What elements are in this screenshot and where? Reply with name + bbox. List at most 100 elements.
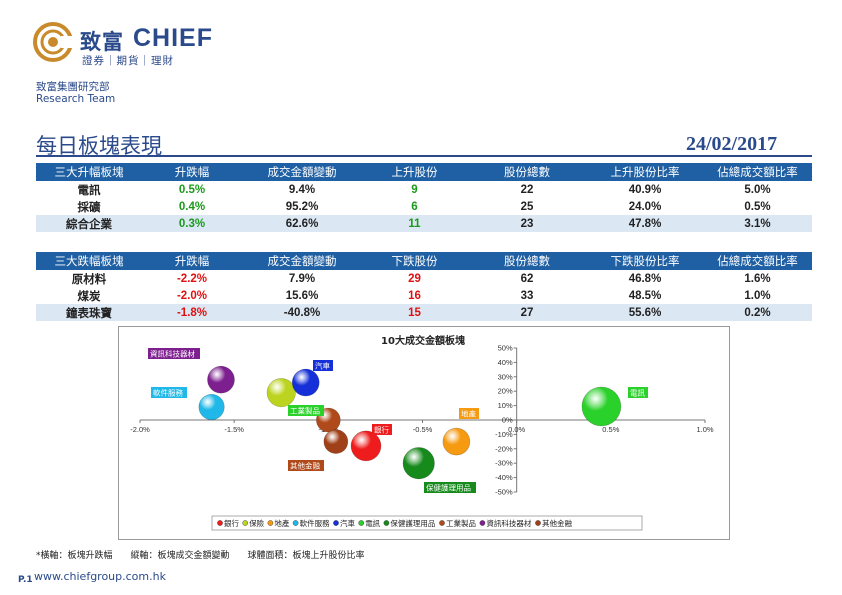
report-date: 24/02/2017 bbox=[686, 133, 778, 155]
turnover-share-cell: 0.5% bbox=[703, 198, 812, 215]
col-header-falling-stocks: 下跌股份 bbox=[362, 252, 467, 270]
rising-ratio-cell: 24.0% bbox=[587, 198, 703, 215]
table-row: 採礦 0.4% 95.2% 6 25 24.0% 0.5% bbox=[36, 198, 812, 215]
falling-ratio-cell: 48.5% bbox=[587, 287, 703, 304]
top-falling-sectors-table: 三大跌幅板塊 升跌幅 成交金額變動 下跌股份 股份總數 下跌股份比率 佔總成交額… bbox=[36, 252, 812, 321]
turnover-share-cell: 0.2% bbox=[703, 304, 812, 321]
data-label-bg bbox=[424, 482, 476, 493]
change-cell: 0.5% bbox=[142, 181, 242, 198]
legend-marker bbox=[292, 520, 299, 526]
y-tick-label: 20% bbox=[498, 387, 513, 396]
legend-marker bbox=[217, 520, 223, 526]
legend-marker bbox=[535, 520, 541, 526]
chart-title: 10大成交金額板塊 bbox=[381, 336, 465, 347]
falling-ratio-cell: 55.6% bbox=[587, 304, 703, 321]
col-header-rising-stocks: 上升股份 bbox=[362, 163, 467, 181]
data-label: 軟件服務 bbox=[153, 388, 183, 398]
x-tick-label: -0.5% bbox=[413, 425, 433, 434]
col-header-turnover-share: 佔總成交額比率 bbox=[703, 252, 812, 270]
legend-item: 保健護理用品 bbox=[390, 518, 435, 528]
col-header-change: 升跌幅 bbox=[142, 252, 242, 270]
col-header-turnover-change: 成交金額變動 bbox=[242, 252, 362, 270]
turnover-change-cell: 62.6% bbox=[242, 215, 362, 232]
y-tick-label: -50% bbox=[495, 488, 513, 497]
brand-name-chinese: 致富 bbox=[80, 30, 124, 54]
col-header-total-stocks: 股份總數 bbox=[467, 252, 587, 270]
data-label: 電訊 bbox=[630, 388, 645, 398]
change-cell: -2.0% bbox=[142, 287, 242, 304]
legend-marker bbox=[242, 520, 248, 526]
falling-stocks-cell: 15 bbox=[362, 304, 467, 321]
total-stocks-cell: 62 bbox=[467, 270, 587, 287]
data-label-bg bbox=[628, 387, 648, 398]
x-tick-label: 1.0% bbox=[696, 425, 713, 434]
falling-stocks-cell: 29 bbox=[362, 270, 467, 287]
legend-item: 汽車 bbox=[340, 518, 355, 528]
data-label: 其他金融 bbox=[290, 461, 320, 471]
data-label-bg bbox=[288, 460, 324, 471]
turnover-share-cell: 1.6% bbox=[703, 270, 812, 287]
change-cell: 0.3% bbox=[142, 215, 242, 232]
y-tick-label: -10% bbox=[495, 430, 513, 439]
data-label-bg bbox=[288, 405, 324, 416]
data-label-bg bbox=[151, 387, 187, 398]
legend-marker bbox=[383, 520, 390, 526]
total-stocks-cell: 22 bbox=[467, 181, 587, 198]
legend-marker bbox=[267, 520, 274, 526]
table-header-row: 三大升幅板塊 升跌幅 成交金額變動 上升股份 股份總數 上升股份比率 佔總成交額… bbox=[36, 163, 812, 181]
title-divider bbox=[36, 155, 812, 157]
legend-marker bbox=[358, 520, 364, 526]
total-stocks-cell: 23 bbox=[467, 215, 587, 232]
y-tick-label: 50% bbox=[498, 344, 513, 353]
team-name: Research Team bbox=[36, 93, 116, 105]
legend-marker bbox=[439, 520, 445, 526]
turnover-change-cell: -40.8% bbox=[242, 304, 362, 321]
legend-item: 地產 bbox=[274, 518, 289, 528]
bubble-其他金融 bbox=[323, 429, 349, 454]
data-label: 汽車 bbox=[315, 361, 330, 371]
bubble-電訊 bbox=[581, 386, 622, 427]
sector-name: 電訊 bbox=[36, 181, 142, 198]
data-label-bg bbox=[148, 348, 200, 359]
bubble-chart: -2.0%-1.5%-1.0%-0.5%0.0%0.5%1.0%50%40%30… bbox=[130, 344, 714, 531]
data-label: 保健護理用品 bbox=[426, 483, 471, 493]
y-tick-label: 30% bbox=[498, 372, 513, 381]
sector-name: 鐘表珠寶 bbox=[36, 304, 142, 321]
total-stocks-cell: 27 bbox=[467, 304, 587, 321]
turnover-change-cell: 95.2% bbox=[242, 198, 362, 215]
table-row: 綜合企業 0.3% 62.6% 11 23 47.8% 3.1% bbox=[36, 215, 812, 232]
legend-item: 保險 bbox=[249, 518, 264, 528]
col-header-sector: 三大升幅板塊 bbox=[36, 163, 142, 181]
bubble-軟件服務 bbox=[198, 393, 225, 421]
y-tick-label: 0% bbox=[502, 416, 513, 425]
col-header-change: 升跌幅 bbox=[142, 163, 242, 181]
rising-ratio-cell: 47.8% bbox=[587, 215, 703, 232]
turnover-change-cell: 15.6% bbox=[242, 287, 362, 304]
rising-stocks-cell: 9 bbox=[362, 181, 467, 198]
change-cell: -1.8% bbox=[142, 304, 242, 321]
website-link[interactable]: www.chiefgroup.com.hk bbox=[34, 570, 166, 583]
bubble-汽車 bbox=[291, 368, 320, 397]
bubble-保健護理用品 bbox=[402, 447, 435, 480]
legend-marker bbox=[333, 520, 339, 526]
legend-item: 資訊科技器材 bbox=[486, 518, 531, 528]
rising-stocks-cell: 11 bbox=[362, 215, 467, 232]
bubble-資訊科技器材 bbox=[207, 365, 235, 394]
legend-marker bbox=[479, 520, 486, 526]
bubble-銀行 bbox=[350, 430, 382, 462]
legend-item: 銀行 bbox=[224, 518, 239, 528]
legend-item: 其他金融 bbox=[542, 518, 572, 528]
table-row: 煤炭 -2.0% 15.6% 16 33 48.5% 1.0% bbox=[36, 287, 812, 304]
x-tick-label: 0.0% bbox=[508, 425, 525, 434]
turnover-change-cell: 7.9% bbox=[242, 270, 362, 287]
change-cell: -2.2% bbox=[142, 270, 242, 287]
col-header-rising-ratio: 上升股份比率 bbox=[587, 163, 703, 181]
legend-item: 電訊 bbox=[365, 518, 380, 528]
turnover-change-cell: 9.4% bbox=[242, 181, 362, 198]
chief-logo-icon bbox=[33, 22, 73, 62]
falling-ratio-cell: 46.8% bbox=[587, 270, 703, 287]
legend-item: 工業製品 bbox=[446, 518, 476, 528]
table-header-row: 三大跌幅板塊 升跌幅 成交金額變動 下跌股份 股份總數 下跌股份比率 佔總成交額… bbox=[36, 252, 812, 270]
bubble-保險 bbox=[266, 378, 296, 408]
y-tick-label: -30% bbox=[495, 459, 513, 468]
